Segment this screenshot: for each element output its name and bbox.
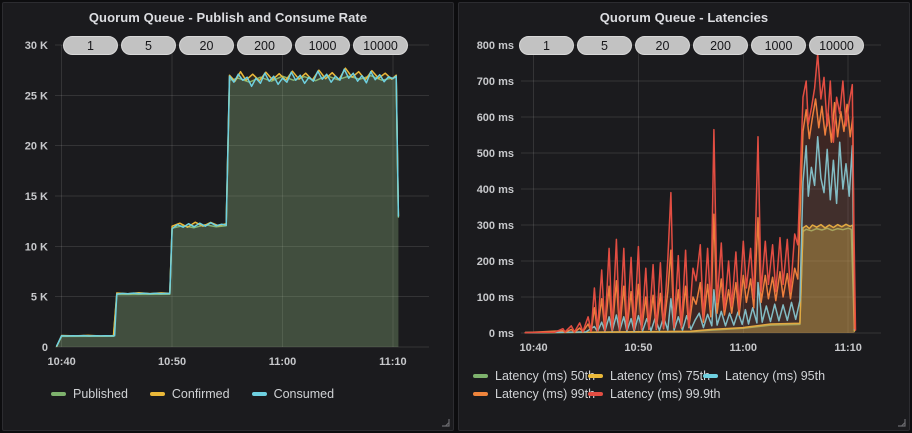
y-tick-label: 20 K [25,141,48,153]
legend-latency: Latency (ms) 50th Latency (ms) 75th Latenc… [473,369,909,401]
y-tick-label: 800 ms [477,40,514,52]
series-line-latency-ms-99.9th [524,53,857,334]
annotation-pill-200[interactable]: 200 [237,36,292,55]
legend-label: Latency (ms) 50th [495,369,596,383]
annotation-pill-1000[interactable]: 1000 [295,36,350,55]
legend-item-latency-ms-50th[interactable]: Latency (ms) 50th [473,369,595,383]
legend-swatch [251,392,267,396]
legend-swatch [588,392,603,396]
legend-swatch [51,392,66,396]
annotation-pill-5[interactable]: 5 [121,36,176,55]
legend-item-latency-ms-99.9th[interactable]: Latency (ms) 99.9th [588,387,720,401]
series-area-latency-ms-99.9th [525,54,856,333]
panel-title-rate: Quorum Queue - Publish and Consume Rate [88,10,368,25]
series-line-latency-ms-95th [524,136,856,334]
annotation-pill-1[interactable]: 1 [519,36,574,55]
legend-item-latency-ms-95th[interactable]: Latency (ms) 95th [703,369,825,383]
x-tick-label: 10:40 [48,356,76,368]
legend-swatch [703,374,718,378]
legend-item-published[interactable]: Published [51,387,128,401]
legend-label: Latency (ms) 75th [610,369,711,383]
y-tick-label: 300 ms [477,220,514,232]
series-area-published [56,75,399,347]
series-line-latency-ms-75th [524,223,856,334]
annotation-pills-rate: 1 5 20 200 1000 10000 [63,36,408,55]
legend-rate: Published Confirmed Consumed [51,387,453,401]
latency-chart-canvas[interactable]: 0 ms 100 ms 200 ms 300 ms 400 ms 500 ms 600 ms… [459,31,895,367]
legend-item-latency-ms-75th[interactable]: Latency (ms) 75th [588,369,710,383]
annotation-pill-10000[interactable]: 10000 [353,36,408,55]
annotation-pill-20[interactable]: 20 [179,36,234,55]
annotation-pill-10000[interactable]: 10000 [809,36,864,55]
series-line-consumed [55,68,400,347]
x-tick-label: 11:10 [834,342,862,354]
y-tick-label: 0 [42,342,48,354]
annotation-pills-latency: 1 5 20 200 1000 10000 [519,36,864,55]
legend-item-consumed[interactable]: Consumed [251,387,335,401]
panel-title-latency: Quorum Queue - Latencies [599,10,769,25]
y-tick-label: 600 ms [477,112,514,124]
annotation-pill-1000[interactable]: 1000 [751,36,806,55]
legend-swatch [473,392,488,396]
series-area-latency-ms-75th [525,224,855,333]
panel-latencies: Quorum Queue - Latencies 1 5 20 200 1000 1000… [458,2,910,431]
series-area-latency-ms-50th [525,228,855,333]
legend-swatch [473,374,488,378]
series-area-latency-ms-95th [525,136,855,333]
annotation-pill-20[interactable]: 20 [635,36,690,55]
y-tick-label: 5 K [31,292,48,304]
legend-label: Published [73,387,128,401]
legend-label: Latency (ms) 95th [725,369,826,383]
annotation-pill-1[interactable]: 1 [63,36,118,55]
legend-label: Consumed [273,387,335,401]
y-tick-label: 200 ms [477,256,514,268]
y-tick-label: 500 ms [477,148,514,160]
x-tick-label: 10:40 [520,342,548,354]
series-area-confirmed [56,68,399,347]
rate-chart-canvas[interactable]: 0 5 K 10 K 15 K 20 K 25 K 30 K 10:40 10:50 11:00 1… [3,31,439,383]
legend-label: Latency (ms) 99.9th [610,387,721,401]
panel-resize-handle[interactable] [441,418,450,427]
annotation-pill-5[interactable]: 5 [577,36,632,55]
y-tick-label: 400 ms [477,184,514,196]
y-tick-label: 700 ms [477,76,514,88]
annotation-pill-200[interactable]: 200 [693,36,748,55]
series-area-consumed [56,69,399,347]
y-tick-label: 100 ms [477,292,514,304]
legend-item-latency-ms-99th[interactable]: Latency (ms) 99th [473,387,595,401]
y-tick-label: 10 K [25,241,48,253]
x-tick-label: 10:50 [158,356,186,368]
legend-label: Latency (ms) 99th [495,387,596,401]
y-tick-label: 15 K [25,191,48,203]
panel-publish-consume-rate: Quorum Queue - Publish and Consume Rate … [2,2,454,431]
y-tick-label: 25 K [25,90,48,102]
x-tick-label: 11:10 [379,356,407,368]
y-tick-label: 0 ms [489,328,514,340]
x-tick-label: 10:50 [624,342,652,354]
legend-swatch [588,374,603,378]
panel-resize-handle[interactable] [897,418,906,427]
x-tick-label: 11:00 [730,342,758,354]
legend-item-confirmed[interactable]: Confirmed [149,387,230,401]
y-tick-label: 30 K [25,40,48,52]
x-tick-label: 11:00 [269,356,297,368]
series-area-latency-ms-99th [525,99,855,333]
legend-label: Confirmed [171,387,230,401]
legend-swatch [149,392,165,396]
